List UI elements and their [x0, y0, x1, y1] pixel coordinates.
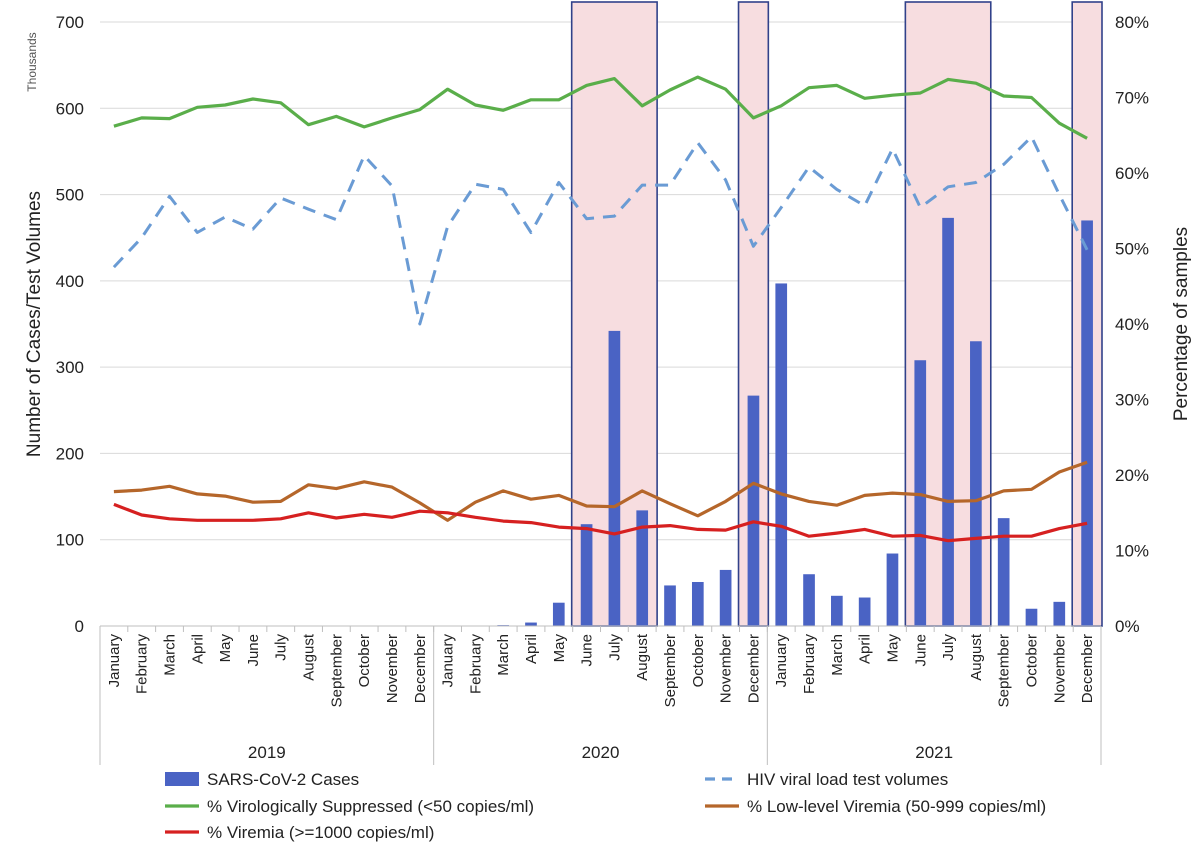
month-label: June — [579, 634, 596, 667]
year-label: 2019 — [248, 743, 286, 762]
left-tick-label: 200 — [56, 444, 84, 463]
bar — [942, 217, 954, 626]
month-label: December — [745, 634, 762, 703]
bar — [525, 622, 537, 626]
left-tick-label: 0 — [75, 617, 84, 636]
right-tick-label: 0% — [1115, 617, 1140, 636]
bar — [1025, 608, 1038, 626]
bar — [831, 595, 843, 626]
bar — [858, 597, 871, 626]
legend-label: SARS-CoV-2 Cases — [207, 770, 359, 789]
bar — [580, 524, 593, 626]
right-tick-label: 30% — [1115, 391, 1149, 410]
bar — [886, 553, 899, 626]
month-label: February — [801, 634, 818, 695]
year-label: 2021 — [915, 743, 953, 762]
bar — [1053, 601, 1066, 626]
left-axis-title: Number of Cases/Test Volumes — [24, 191, 45, 457]
month-label: March — [829, 634, 846, 676]
month-label: March — [162, 634, 179, 676]
left-tick-label: 500 — [56, 186, 84, 205]
legend-label: % Virologically Suppressed (<50 copies/m… — [207, 797, 534, 816]
right-tick-label: 40% — [1115, 315, 1149, 334]
month-label: February — [134, 634, 151, 695]
right-tick-label: 70% — [1115, 89, 1149, 108]
right-tick-label: 50% — [1115, 240, 1149, 259]
bar — [775, 283, 788, 626]
legend: SARS-CoV-2 Cases HIV viral load test volu… — [165, 770, 1046, 842]
axes: 0 100 200 300 400 500 600 700 0% 10% 20% 30% 40% 50% 6… — [56, 13, 1149, 765]
month-label: January — [106, 634, 123, 688]
series-line — [113, 502, 1088, 543]
month-label: December — [412, 634, 429, 703]
legend-swatch-bar — [165, 772, 199, 786]
bar — [691, 581, 704, 626]
bar — [552, 602, 565, 626]
month-label: May — [884, 634, 901, 663]
month-label: June — [245, 634, 262, 667]
bar — [970, 341, 982, 626]
series-line — [113, 75, 1088, 140]
month-label: November — [384, 634, 401, 703]
month-label: September — [662, 634, 679, 707]
bar — [747, 395, 760, 626]
month-label: March — [495, 634, 512, 676]
month-label: July — [606, 634, 623, 661]
bar — [608, 330, 621, 626]
bar — [664, 585, 676, 626]
series-line — [113, 460, 1088, 522]
left-axis-unit-note: Thousands — [25, 32, 39, 91]
left-tick-label: 700 — [56, 13, 84, 32]
left-tick-label: 400 — [56, 272, 84, 291]
month-label: December — [1079, 634, 1096, 703]
month-label: April — [523, 634, 540, 664]
bar — [803, 574, 815, 626]
month-label: August — [634, 633, 651, 681]
month-label: June — [912, 634, 929, 667]
month-label: February — [467, 634, 484, 695]
left-tick-label: 100 — [56, 531, 84, 550]
line-series — [112, 75, 1089, 543]
left-tick-label: 600 — [56, 99, 84, 118]
month-label: January — [440, 634, 457, 688]
month-label: May — [217, 634, 234, 663]
legend-label: % Viremia (>=1000 copies/ml) — [207, 823, 434, 842]
month-label: October — [356, 634, 373, 687]
month-label: April — [857, 634, 874, 664]
month-label: July — [273, 634, 290, 661]
month-label: August — [301, 633, 318, 681]
month-label: September — [328, 634, 345, 707]
bar — [636, 510, 649, 626]
bar — [719, 569, 732, 626]
bar — [1081, 220, 1093, 626]
bar — [997, 518, 1010, 626]
series-line — [112, 135, 1089, 326]
right-tick-label: 80% — [1115, 13, 1149, 32]
right-tick-label: 10% — [1115, 542, 1149, 561]
right-axis-title: Percentage of samples — [1171, 227, 1192, 421]
month-label: October — [690, 634, 707, 687]
legend-label: % Low-level Viremia (50-999 copies/ml) — [747, 797, 1046, 816]
month-label: October — [1023, 634, 1040, 687]
month-label: July — [940, 634, 957, 661]
month-label: August — [968, 633, 985, 681]
right-tick-label: 20% — [1115, 466, 1149, 485]
left-tick-label: 300 — [56, 358, 84, 377]
legend-label: HIV viral load test volumes — [747, 770, 948, 789]
month-label: November — [1051, 634, 1068, 703]
month-label: November — [718, 634, 735, 703]
month-label: May — [551, 634, 568, 663]
right-tick-label: 60% — [1115, 164, 1149, 183]
year-label: 2020 — [582, 743, 620, 762]
month-label: September — [996, 634, 1013, 707]
month-label: January — [773, 634, 790, 688]
month-label: April — [189, 634, 206, 664]
